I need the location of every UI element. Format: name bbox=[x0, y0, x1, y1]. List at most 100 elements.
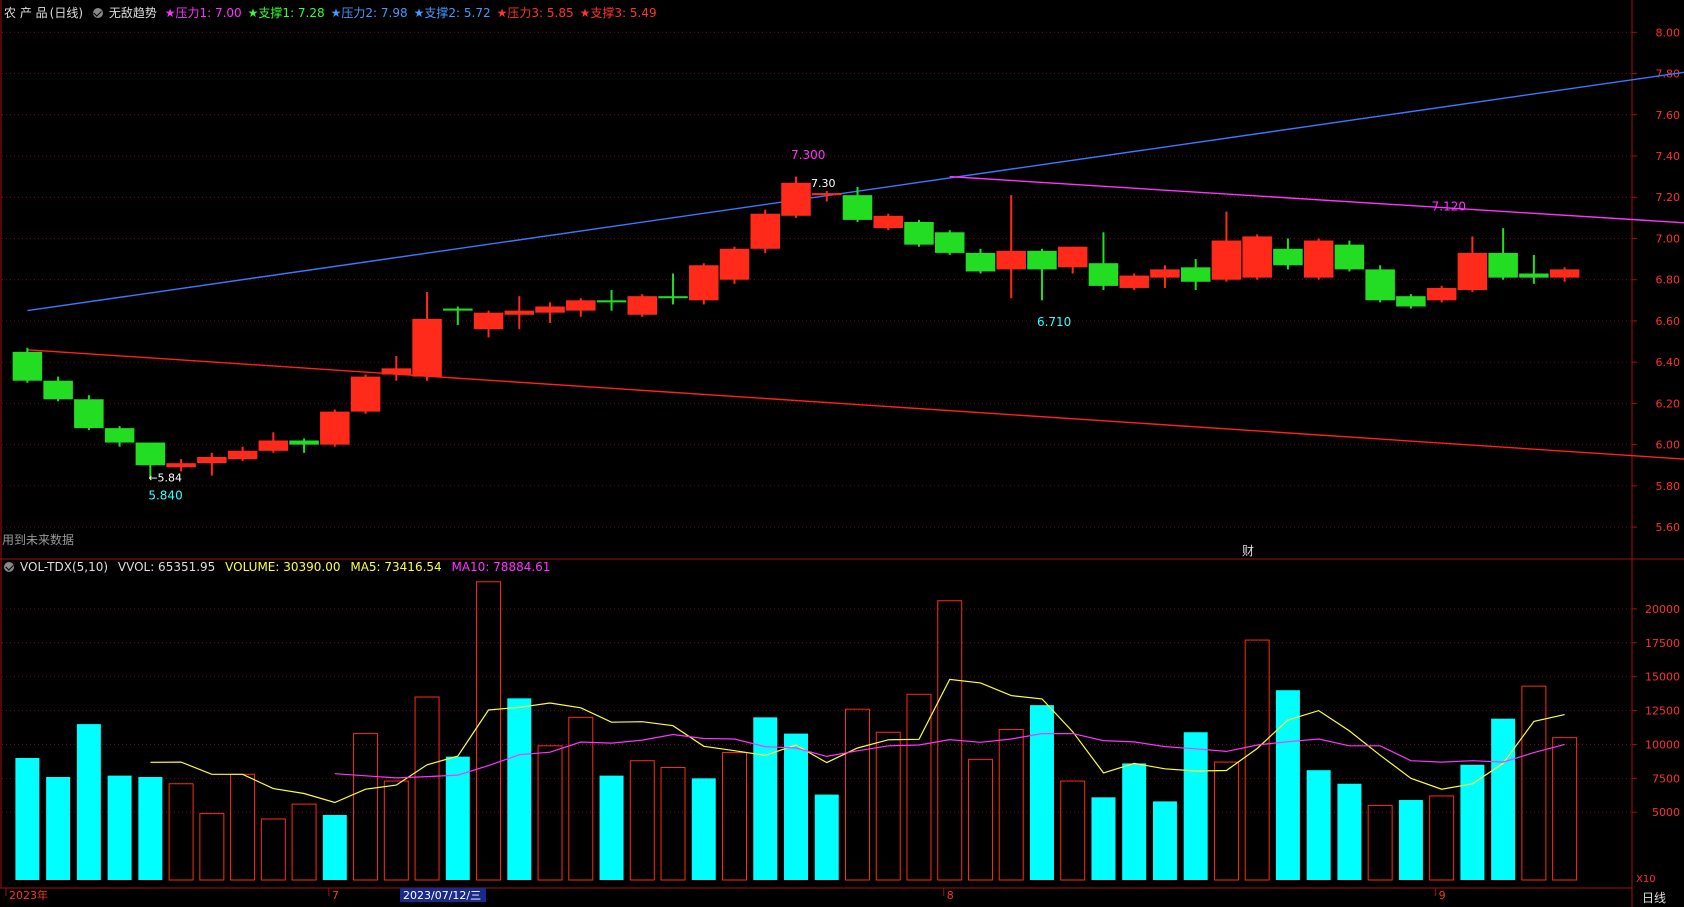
mid-low-label: 6.710 bbox=[1037, 315, 1071, 329]
candle-up bbox=[258, 440, 289, 451]
candle-up bbox=[781, 182, 811, 216]
candle-up bbox=[1150, 269, 1180, 278]
volume-tick-label: 20000 bbox=[1645, 603, 1680, 616]
volume-bar-up bbox=[660, 766, 686, 881]
candle-down bbox=[965, 252, 996, 272]
low-small-label: ←5.84 bbox=[148, 472, 182, 485]
candle-down bbox=[934, 232, 965, 253]
candle-up bbox=[381, 368, 412, 375]
price-tick-label: 6.60 bbox=[1656, 315, 1681, 328]
volume-bar-down bbox=[1152, 801, 1177, 880]
vvol-value: VVOL: 65351.95 bbox=[117, 560, 216, 574]
candle-down bbox=[1396, 296, 1426, 307]
candle-down bbox=[1180, 267, 1211, 282]
volume-bar-down bbox=[322, 814, 347, 880]
volume-bar-up bbox=[844, 708, 870, 881]
candle-up bbox=[750, 213, 781, 249]
price-tick-label: 6.20 bbox=[1656, 397, 1681, 410]
multiplier-label: X10 bbox=[1636, 874, 1656, 885]
candle-down bbox=[135, 442, 166, 466]
volume-bar-down bbox=[1275, 690, 1300, 880]
cursor-date-box bbox=[400, 888, 486, 902]
candle-up bbox=[627, 296, 658, 315]
candle-up bbox=[197, 456, 227, 464]
period-label: (日线) bbox=[49, 6, 84, 20]
ma5-line bbox=[150, 678, 1565, 804]
candle-down bbox=[74, 399, 104, 429]
candle-up bbox=[1057, 246, 1088, 268]
candle-down bbox=[1273, 248, 1303, 266]
candle-up bbox=[473, 312, 504, 330]
volume-tick-label: 7500 bbox=[1652, 772, 1680, 785]
candle-down bbox=[596, 300, 627, 303]
candle-up bbox=[719, 248, 750, 280]
volume-bar-up bbox=[906, 693, 932, 881]
level-label-5: ★压力3: 5.85 bbox=[496, 6, 574, 20]
price-tick-label: 7.20 bbox=[1656, 191, 1681, 204]
volume-bar-up bbox=[629, 760, 655, 881]
level-label-4: ★支撑2: 5.72 bbox=[413, 6, 491, 20]
stock-name: 农 产 品 bbox=[4, 6, 48, 20]
volume-tick-label: 12500 bbox=[1645, 705, 1680, 718]
candle-up bbox=[350, 376, 381, 412]
price-tick-label: 7.60 bbox=[1656, 109, 1681, 122]
volume-bar-up bbox=[537, 745, 563, 881]
candle-up bbox=[566, 300, 596, 311]
volume-bar-down bbox=[1183, 732, 1208, 880]
volume-bar-up bbox=[476, 581, 502, 881]
candle-down bbox=[1334, 244, 1365, 270]
trend-line bbox=[27, 71, 1684, 312]
volume-bar-down bbox=[138, 776, 163, 880]
price-tick-label: 5.80 bbox=[1656, 480, 1681, 493]
candle-up bbox=[689, 265, 719, 301]
volume-bar-down bbox=[1491, 718, 1516, 880]
time-axis-label: 8 bbox=[947, 889, 954, 902]
volume-bar-down bbox=[814, 794, 839, 880]
volume-bar-up bbox=[1367, 804, 1393, 881]
volume-bar-down bbox=[1398, 800, 1423, 880]
price-tick-label: 5.60 bbox=[1656, 521, 1681, 534]
volume-tick-label: 10000 bbox=[1645, 738, 1680, 751]
volume-value: VOLUME: 30390.00 bbox=[225, 560, 341, 574]
price-tick-label: 7.40 bbox=[1656, 150, 1681, 163]
volume-bar-down bbox=[15, 758, 40, 880]
volume-bar-up bbox=[1429, 795, 1455, 881]
volume-bar-down bbox=[1306, 770, 1331, 880]
candle-down bbox=[1519, 273, 1549, 278]
trend-line bbox=[27, 349, 1684, 460]
volume-bar-up bbox=[875, 731, 901, 881]
finance-marker: 财 bbox=[1242, 544, 1254, 558]
volume-bar-down bbox=[784, 733, 808, 880]
main-header: 农 产 品 (日线) 无敌趋势 ★压力1: 7.00 ★支撑1: 7.28 ★压力2:… bbox=[4, 6, 669, 20]
check-icon[interactable] bbox=[92, 8, 103, 18]
volume-bar-up bbox=[1213, 761, 1239, 881]
volume-bar-down bbox=[1122, 763, 1147, 880]
candle-down bbox=[1088, 263, 1119, 286]
volume-bar-up bbox=[1060, 780, 1086, 881]
indicator-name[interactable]: 无敌趋势 bbox=[108, 6, 157, 20]
ma10-line bbox=[334, 733, 1565, 779]
candle-up bbox=[320, 411, 350, 445]
candle-down bbox=[443, 308, 473, 311]
volume-bar-down bbox=[599, 775, 624, 880]
volume-bar-down bbox=[691, 778, 716, 880]
trend-line bbox=[949, 175, 1684, 224]
volume-bar-up bbox=[383, 780, 409, 881]
candle-down bbox=[842, 195, 873, 220]
check-icon[interactable] bbox=[4, 562, 14, 572]
cursor-date: 2023/07/12/三 bbox=[403, 889, 481, 902]
time-axis-label: 7 bbox=[332, 889, 339, 902]
level-label-3: ★压力2: 7.98 bbox=[330, 6, 408, 20]
price-tick-label: 6.40 bbox=[1656, 356, 1681, 369]
volume-bar-down bbox=[46, 776, 71, 880]
volume-bar-up bbox=[568, 716, 594, 881]
time-axis-label: 9 bbox=[1439, 889, 1446, 902]
level-label-6: ★支撑3: 5.49 bbox=[579, 6, 657, 20]
candle-down bbox=[1027, 250, 1057, 270]
candle-up bbox=[535, 306, 565, 313]
level-label-1: ★压力1: 7.00 bbox=[164, 6, 242, 20]
vol-indicator-name[interactable]: VOL-TDX(5,10) bbox=[20, 560, 109, 574]
volume-bar-up bbox=[353, 733, 379, 881]
price-tick-label: 7.00 bbox=[1656, 232, 1681, 245]
